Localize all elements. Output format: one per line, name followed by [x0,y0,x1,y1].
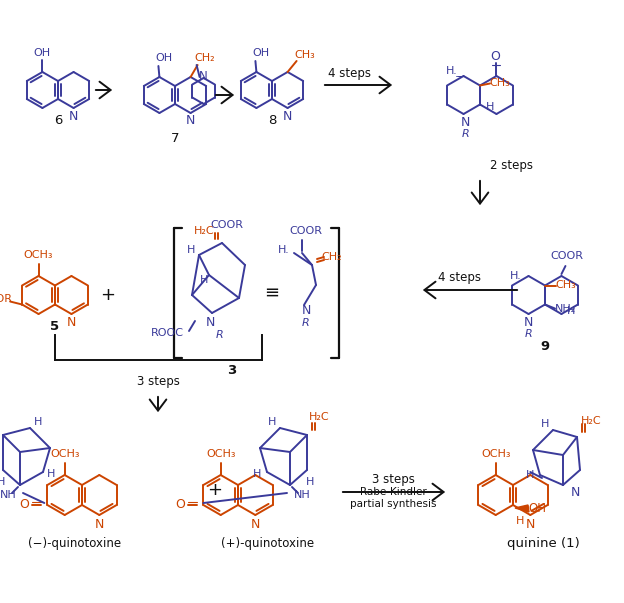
Text: H: H [268,417,276,427]
Text: 6: 6 [54,113,62,127]
Text: OH: OH [253,48,270,58]
Text: N: N [251,517,260,531]
Text: H₂C: H₂C [581,416,602,426]
Text: quinine (1): quinine (1) [507,537,579,549]
Text: OH: OH [528,502,546,514]
Text: N: N [524,315,534,329]
Text: H: H [34,417,42,427]
Text: COOR: COOR [550,251,583,261]
Text: H: H [253,469,261,479]
Polygon shape [515,505,529,512]
Text: OCH₃: OCH₃ [24,250,53,260]
Text: ROOC: ROOC [150,328,183,338]
Text: ≡: ≡ [265,284,280,302]
Text: O: O [175,499,185,511]
Text: COOR: COOR [210,220,243,230]
Text: R: R [462,129,469,139]
Text: (−)-quinotoxine: (−)-quinotoxine [29,537,122,549]
Text: H: H [187,245,195,255]
Text: H: H [526,470,534,480]
Text: N: N [199,71,208,83]
Text: 8: 8 [268,113,276,127]
Text: CH₃: CH₃ [490,78,510,89]
Text: Rabe-Kindler: Rabe-Kindler [359,487,426,497]
Text: H.: H. [510,271,522,281]
Text: CH₃: CH₃ [294,50,315,60]
Text: OCH₃: OCH₃ [50,449,79,459]
Text: R: R [302,318,310,328]
Text: N: N [69,110,78,122]
Text: NH: NH [294,490,310,500]
Text: H₂C: H₂C [193,226,214,236]
Text: CH₂: CH₂ [322,252,343,262]
Text: 9: 9 [540,341,550,353]
Text: R: R [216,330,224,340]
Text: O: O [490,49,500,63]
Text: N: N [461,116,470,128]
Text: H: H [541,419,549,429]
Text: OH: OH [34,48,51,58]
Text: COOR: COOR [0,294,12,303]
Text: H: H [516,516,524,526]
Text: 2 steps: 2 steps [490,159,534,171]
Text: H: H [486,103,494,113]
Text: CH₂: CH₂ [0,416,1,426]
Text: 4 steps: 4 steps [328,68,371,80]
Text: H₂C: H₂C [309,412,329,422]
Text: 3 steps: 3 steps [371,473,414,487]
Text: N: N [570,487,580,499]
Text: NH: NH [0,490,16,500]
Text: H: H [306,477,314,487]
Text: partial synthesis: partial synthesis [349,499,436,509]
Text: OCH₃: OCH₃ [206,449,235,459]
Text: 5: 5 [51,321,59,333]
Text: COOR: COOR [290,226,323,236]
Text: N: N [205,317,215,329]
Text: O: O [19,499,29,511]
Text: 4 steps: 4 steps [439,271,482,283]
Text: N: N [95,517,104,531]
Text: OH: OH [156,53,173,63]
Text: CH₃: CH₃ [555,280,577,291]
Text: H: H [567,306,576,316]
Text: H.: H. [278,245,290,255]
Text: 3 steps: 3 steps [137,376,180,388]
Text: R: R [525,329,532,339]
Text: H.: H. [446,66,457,76]
Text: N: N [186,115,195,127]
Text: H: H [0,477,5,487]
Text: CH₂: CH₂ [194,53,215,63]
Text: H: H [200,275,208,285]
Text: H: H [47,469,55,479]
Text: +: + [100,286,115,304]
Text: 3: 3 [227,364,236,376]
Text: (+)-quinotoxine: (+)-quinotoxine [222,537,314,549]
Text: NH₂: NH₂ [555,305,577,315]
Text: N: N [283,110,292,122]
Text: OCH₃: OCH₃ [481,449,510,459]
Text: 7: 7 [171,131,179,145]
Text: N: N [525,517,535,531]
Text: N: N [67,317,76,329]
Text: +: + [208,481,223,499]
Text: N: N [301,303,311,317]
